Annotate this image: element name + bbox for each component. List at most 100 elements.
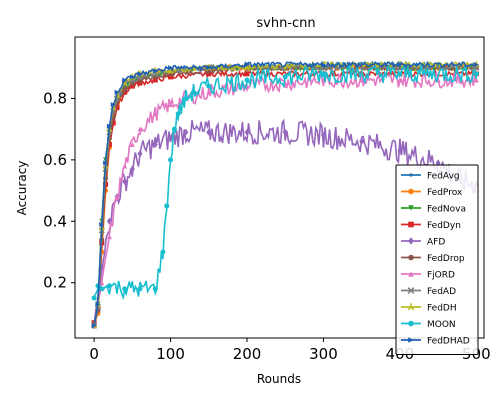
data-point bbox=[190, 89, 196, 95]
legend-item: MOON bbox=[401, 320, 456, 330]
legend-label: FedAD bbox=[427, 287, 456, 297]
data-point bbox=[171, 126, 177, 132]
x-axis-label: Rounds bbox=[257, 372, 301, 386]
data-point bbox=[99, 286, 105, 292]
legend-label: FedDHAD bbox=[427, 337, 470, 347]
data-point bbox=[152, 141, 158, 148]
data-point bbox=[183, 95, 189, 101]
data-point bbox=[320, 131, 326, 139]
data-point bbox=[473, 62, 479, 68]
legend-item: FedDH bbox=[401, 303, 457, 314]
data-point bbox=[99, 221, 105, 227]
data-point bbox=[137, 150, 143, 158]
data-point bbox=[95, 301, 101, 307]
data-point bbox=[320, 71, 326, 77]
data-point bbox=[397, 147, 403, 155]
legend-item: FedDrop bbox=[401, 254, 465, 264]
data-point bbox=[244, 128, 250, 136]
legend-item: FedDyn bbox=[401, 221, 461, 231]
data-point bbox=[168, 157, 174, 163]
data-point bbox=[206, 71, 212, 77]
data-point bbox=[129, 142, 135, 147]
data-point bbox=[359, 137, 365, 145]
data-point bbox=[122, 286, 128, 292]
data-point bbox=[129, 74, 135, 80]
legend-label: AFD bbox=[427, 238, 445, 248]
data-point bbox=[137, 286, 143, 292]
data-point bbox=[110, 102, 116, 108]
data-point bbox=[152, 77, 158, 83]
series-line-afd bbox=[93, 118, 478, 325]
y-tick-label: 0.2 bbox=[43, 274, 67, 292]
x-tick-label: 100 bbox=[156, 345, 185, 363]
legend-label: FedDrop bbox=[427, 254, 465, 264]
legend-label: FedAvg bbox=[427, 172, 460, 182]
data-point bbox=[320, 62, 326, 68]
x-tick-label: 300 bbox=[309, 345, 338, 363]
data-point bbox=[244, 71, 250, 77]
x-tick-label: 0 bbox=[89, 345, 99, 363]
legend-item: FedNova bbox=[401, 205, 466, 215]
data-point bbox=[114, 89, 120, 95]
data-point bbox=[106, 283, 112, 289]
data-point bbox=[164, 203, 170, 209]
series-moon bbox=[91, 64, 479, 301]
y-axis-label: Accuracy bbox=[15, 161, 29, 216]
data-point bbox=[359, 77, 365, 83]
data-point bbox=[137, 80, 143, 86]
data-point bbox=[206, 65, 212, 71]
data-point bbox=[137, 71, 143, 77]
data-point bbox=[206, 128, 212, 136]
legend-label: FedDyn bbox=[427, 221, 461, 231]
series-feddhad bbox=[91, 60, 479, 329]
legend-label: FedDH bbox=[427, 304, 457, 314]
data-point bbox=[152, 111, 158, 117]
legend-item: FedAvg bbox=[401, 172, 460, 182]
data-point bbox=[106, 123, 112, 129]
data-point bbox=[175, 111, 181, 117]
legend-item: FedProx bbox=[401, 188, 463, 198]
data-point bbox=[397, 62, 403, 68]
legend: FedAvg FedProx FedNova FedDyn AFD FedDrop FjOR… bbox=[395, 164, 479, 355]
data-point bbox=[129, 83, 135, 89]
plot-area bbox=[74, 36, 485, 339]
data-point bbox=[183, 128, 189, 136]
data-point bbox=[206, 83, 212, 89]
y-tick-label: 0.8 bbox=[43, 89, 67, 107]
data-point bbox=[160, 249, 166, 255]
legend-label: FedNova bbox=[427, 205, 466, 215]
legend-item: FedDHAD bbox=[401, 337, 470, 347]
data-point bbox=[152, 68, 158, 74]
data-point bbox=[168, 74, 174, 80]
legend-label: MOON bbox=[427, 320, 456, 330]
data-point bbox=[91, 323, 97, 329]
data-point bbox=[206, 89, 212, 95]
data-point bbox=[397, 71, 403, 77]
series-line-feddhad bbox=[93, 60, 477, 327]
data-point bbox=[244, 77, 250, 83]
data-point bbox=[122, 86, 128, 92]
data-point bbox=[473, 71, 479, 77]
data-point bbox=[122, 163, 128, 169]
data-point bbox=[129, 165, 135, 173]
data-point bbox=[103, 160, 109, 166]
data-point bbox=[91, 295, 97, 301]
data-point bbox=[110, 120, 116, 126]
data-point bbox=[473, 77, 479, 83]
y-tick-label: 0.6 bbox=[43, 151, 67, 169]
legend-label: FjORD bbox=[427, 271, 455, 281]
data-point bbox=[137, 126, 143, 132]
data-point bbox=[168, 65, 174, 71]
y-tick-label: 0.4 bbox=[43, 212, 67, 230]
data-point bbox=[99, 280, 105, 286]
legend-item: FjORD bbox=[401, 271, 455, 281]
data-point bbox=[122, 177, 128, 185]
data-point bbox=[122, 77, 128, 83]
data-point bbox=[122, 89, 128, 95]
data-point bbox=[168, 102, 174, 108]
legend-label: FedProx bbox=[427, 188, 463, 198]
data-point bbox=[397, 77, 403, 83]
data-point bbox=[282, 74, 288, 80]
legend-item: FedAD bbox=[401, 287, 456, 297]
